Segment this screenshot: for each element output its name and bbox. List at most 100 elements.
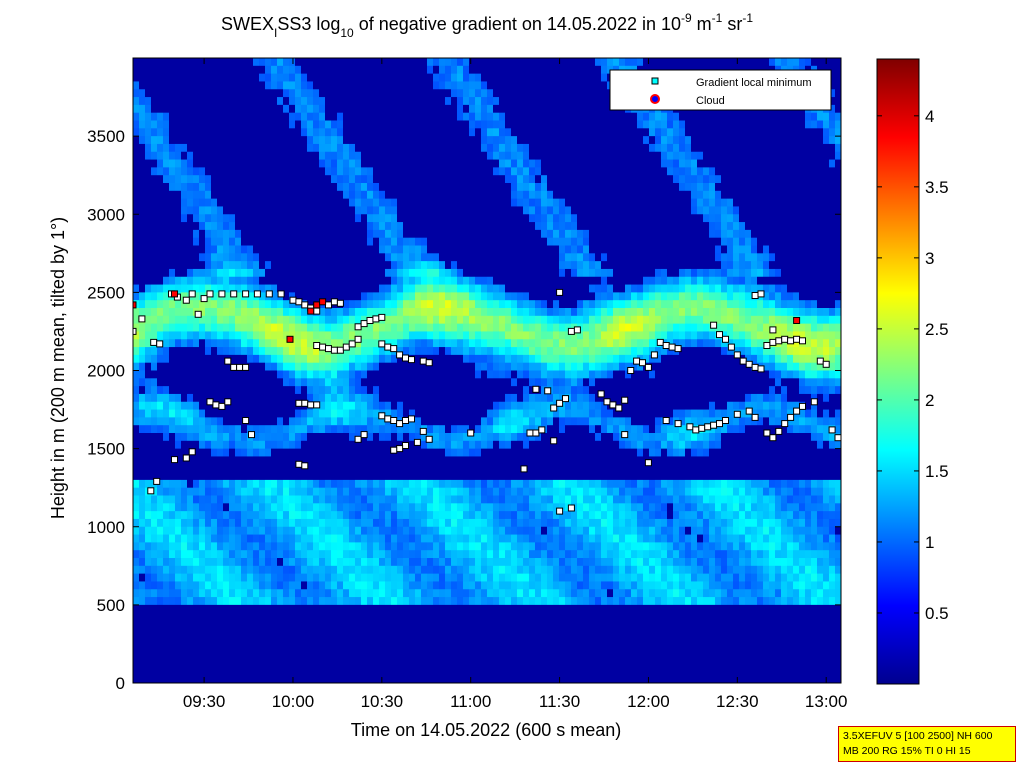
heatmap-cell: [301, 589, 308, 598]
heatmap-cell: [415, 159, 422, 168]
heatmap-cell: [493, 675, 500, 683]
heatmap-cell: [349, 581, 356, 590]
heatmap-cell: [487, 448, 494, 458]
heatmap-cell: [487, 636, 494, 645]
heatmap-cell: [457, 386, 464, 395]
heatmap-cell: [295, 526, 302, 536]
heatmap-cell: [337, 425, 344, 434]
heatmap-cell: [487, 440, 494, 450]
heatmap-cell: [493, 534, 500, 543]
heatmap-cell: [439, 581, 446, 590]
heatmap-cell: [385, 386, 392, 395]
heatmap-cell: [457, 347, 464, 356]
heatmap-cell: [175, 183, 182, 192]
heatmap-cell: [493, 573, 500, 583]
heatmap-cell: [235, 58, 242, 67]
heatmap-cell: [391, 354, 398, 364]
heatmap-cell: [427, 245, 434, 254]
heatmap-cell: [187, 558, 194, 567]
heatmap-cell: [457, 378, 464, 387]
heatmap-cell: [223, 386, 230, 395]
heatmap-cell: [385, 378, 392, 387]
heatmap-cell: [163, 175, 170, 184]
heatmap-cell: [433, 612, 440, 622]
heatmap-cell: [343, 409, 350, 418]
heatmap-cell: [259, 604, 266, 614]
heatmap-cell: [493, 370, 500, 379]
heatmap-cell: [343, 433, 350, 442]
heatmap-cell: [391, 362, 398, 372]
heatmap-cell: [343, 276, 350, 286]
heatmap-cell: [391, 308, 398, 317]
heatmap-cell: [271, 518, 278, 528]
heatmap-cell: [163, 229, 170, 239]
heatmap-cell: [499, 81, 506, 90]
heatmap-cell: [475, 425, 482, 434]
heatmap-cell: [355, 136, 362, 145]
heatmap-cell: [181, 464, 188, 473]
heatmap-cell: [187, 308, 194, 317]
heatmap-cell: [361, 604, 368, 614]
heatmap-cell: [295, 440, 302, 450]
heatmap-cell: [259, 433, 266, 442]
heatmap-cell: [289, 464, 296, 473]
heatmap-cell: [403, 300, 410, 309]
heatmap-cell: [445, 206, 452, 215]
heatmap-cell: [265, 261, 272, 270]
heatmap-cell: [301, 183, 308, 192]
heatmap-cell: [169, 511, 176, 520]
heatmap-cell: [187, 58, 194, 67]
heatmap-cell: [349, 479, 356, 489]
heatmap-cell: [325, 550, 332, 559]
heatmap-cell: [235, 237, 242, 247]
heatmap-cell: [163, 651, 170, 661]
heatmap-cell: [211, 237, 218, 247]
heatmap-cell: [145, 526, 152, 536]
heatmap-cell: [409, 597, 416, 606]
heatmap-cell: [397, 183, 404, 192]
heatmap-cell: [463, 159, 470, 168]
heatmap-cell: [403, 58, 410, 67]
heatmap-cell: [235, 597, 242, 606]
heatmap-cell: [193, 542, 200, 551]
heatmap-cell: [349, 323, 356, 333]
heatmap-cell: [463, 636, 470, 645]
heatmap-cell: [469, 526, 476, 536]
heatmap-cell: [271, 628, 278, 637]
heatmap-cell: [319, 245, 326, 254]
heatmap-cell: [331, 378, 338, 387]
heatmap-cell: [367, 401, 374, 411]
heatmap-cell: [289, 73, 296, 83]
heatmap-cell: [337, 448, 344, 458]
heatmap-cell: [313, 479, 320, 489]
heatmap-cell: [409, 151, 416, 161]
heatmap-cell: [409, 675, 416, 683]
heatmap-cell: [457, 651, 464, 661]
heatmap-cell: [241, 120, 248, 129]
heatmap-cell: [253, 276, 260, 286]
heatmap-cell: [487, 354, 494, 364]
heatmap-cell: [229, 159, 236, 168]
heatmap-cell: [295, 651, 302, 661]
heatmap-cell: [331, 511, 338, 520]
heatmap-cell: [301, 143, 308, 153]
heatmap-cell: [193, 276, 200, 286]
heatmap-cell: [229, 354, 236, 364]
heatmap-cell: [199, 362, 206, 372]
heatmap-cell: [247, 479, 254, 489]
heatmap-cell: [259, 362, 266, 372]
heatmap-cell: [277, 628, 284, 637]
heatmap-cell: [463, 393, 470, 403]
heatmap-cell: [433, 151, 440, 161]
heatmap-cell: [253, 175, 260, 184]
heatmap-cell: [283, 167, 290, 176]
heatmap-cell: [193, 651, 200, 661]
heatmap-cell: [163, 143, 170, 153]
heatmap-cell: [241, 65, 248, 75]
heatmap-cell: [187, 534, 194, 543]
heatmap-cell: [325, 620, 332, 629]
heatmap-cell: [475, 675, 482, 683]
heatmap-cell: [259, 472, 266, 481]
heatmap-cell: [307, 175, 314, 184]
heatmap-cell: [439, 651, 446, 661]
